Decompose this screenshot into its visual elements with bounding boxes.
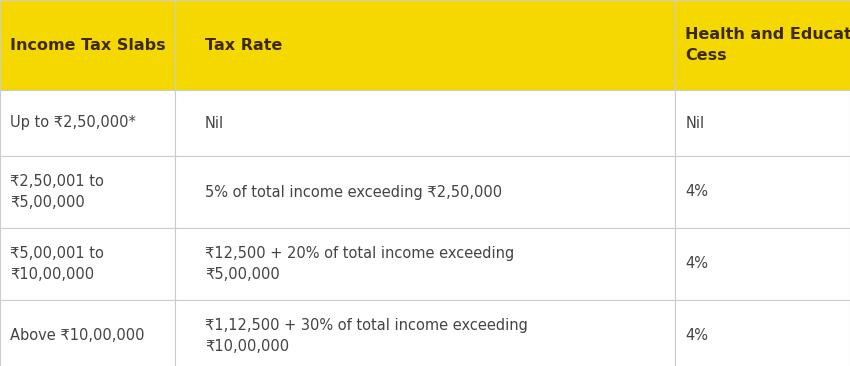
Text: ₹1,12,500 + 30% of total income exceeding
₹10,00,000: ₹1,12,500 + 30% of total income exceedin… xyxy=(205,318,528,354)
Text: Nil: Nil xyxy=(205,116,224,131)
Bar xyxy=(175,156,675,228)
Text: ₹12,500 + 20% of total income exceeding
₹5,00,000: ₹12,500 + 20% of total income exceeding … xyxy=(205,246,514,282)
Text: Tax Rate: Tax Rate xyxy=(205,37,282,52)
Text: 4%: 4% xyxy=(685,329,709,344)
Text: Health and Education
Cess: Health and Education Cess xyxy=(685,27,850,63)
Bar xyxy=(0,156,175,228)
Bar xyxy=(675,156,850,228)
Text: Above ₹10,00,000: Above ₹10,00,000 xyxy=(10,329,145,344)
Bar xyxy=(675,90,850,156)
Bar xyxy=(675,228,850,300)
Text: Nil: Nil xyxy=(685,116,705,131)
Bar xyxy=(0,300,175,366)
Bar xyxy=(0,0,175,90)
Bar xyxy=(675,0,850,90)
Text: 4%: 4% xyxy=(685,184,709,199)
Text: Income Tax Slabs: Income Tax Slabs xyxy=(10,37,166,52)
Text: 4%: 4% xyxy=(685,257,709,272)
Text: 5% of total income exceeding ₹2,50,000: 5% of total income exceeding ₹2,50,000 xyxy=(205,184,502,199)
Bar xyxy=(175,300,675,366)
Bar xyxy=(0,228,175,300)
Bar xyxy=(675,300,850,366)
Bar xyxy=(175,228,675,300)
Bar xyxy=(175,90,675,156)
Bar xyxy=(175,0,675,90)
Text: ₹5,00,001 to
₹10,00,000: ₹5,00,001 to ₹10,00,000 xyxy=(10,246,105,282)
Text: Up to ₹2,50,000*: Up to ₹2,50,000* xyxy=(10,116,136,131)
Text: ₹2,50,001 to
₹5,00,000: ₹2,50,001 to ₹5,00,000 xyxy=(10,174,105,210)
Bar xyxy=(0,90,175,156)
